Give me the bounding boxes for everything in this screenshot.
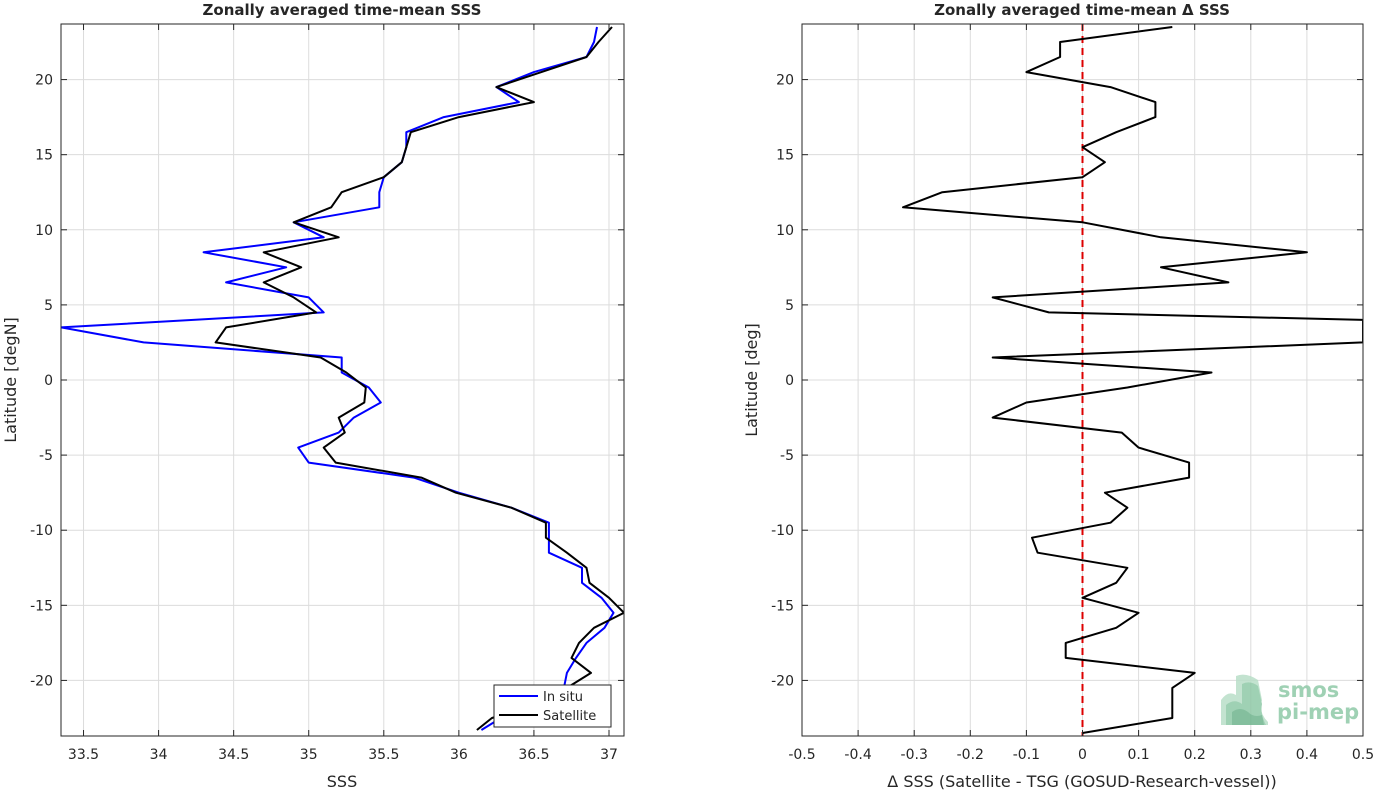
satellite-series-line	[214, 26, 624, 731]
x-tick-label: 0	[1078, 747, 1087, 763]
logo-wave-icon	[1221, 674, 1268, 725]
y-tick-label: -20	[771, 673, 794, 689]
right-ticks: -0.5 -0.4 -0.3 -0.2 -0.1 0 0.1 0.2 0.3 0.4 0.5 -20 -…	[771, 24, 1374, 763]
x-tick-label: 0.3	[1240, 747, 1262, 763]
legend-box	[493, 684, 612, 728]
left-chart-title: Zonally averaged time-mean SSS	[203, 1, 482, 19]
logo-text-smos: smos	[1278, 678, 1339, 702]
left-ticks: 33.5 34 34.5 35 35.5 36 36.5 37 -20 -15 -10 -5 0 5 10 1…	[30, 24, 624, 763]
left-x-axis-label: SSS	[327, 772, 357, 790]
right-x-axis-label: Δ SSS (Satellite - TSG (GOSUD-Research-v…	[887, 772, 1276, 790]
delta-sss-series-line	[902, 26, 1363, 734]
x-tick-label: -0.2	[957, 747, 984, 763]
y-tick-label: -20	[30, 673, 53, 689]
x-tick-label: 0.5	[1352, 747, 1374, 763]
x-tick-label: 34	[150, 747, 168, 763]
logo-text-pimep: pi-mep	[1277, 700, 1359, 724]
right-y-axis-label: Latitude [deg]	[742, 323, 761, 437]
left-grid	[61, 24, 624, 736]
x-tick-label: 35.5	[368, 747, 399, 763]
y-tick-label: 5	[44, 298, 53, 314]
legend: In situ Satellite	[493, 684, 612, 728]
y-tick-label: -10	[771, 523, 794, 539]
y-tick-label: -5	[39, 448, 53, 464]
right-chart: smos pi-mep -0.5 -0.4 -0.3 -0.2 -0.1 0 0.1 0.2 0…	[742, 1, 1374, 790]
x-tick-label: 35	[300, 747, 318, 763]
y-tick-label: -15	[771, 598, 794, 614]
y-tick-label: -15	[30, 598, 53, 614]
legend-label-in-situ: In situ	[543, 690, 583, 705]
y-tick-label: 10	[35, 223, 53, 239]
y-tick-label: 10	[776, 223, 794, 239]
x-tick-label: -0.3	[901, 747, 928, 763]
y-tick-label: -10	[30, 523, 53, 539]
x-tick-label: -0.1	[1013, 747, 1040, 763]
x-tick-label: 0.2	[1184, 747, 1206, 763]
x-tick-label: 37	[600, 747, 618, 763]
y-tick-label: 20	[776, 73, 794, 89]
x-tick-label: 33.5	[68, 747, 99, 763]
y-tick-label: 15	[35, 148, 53, 164]
smos-pimep-logo: smos pi-mep	[1221, 674, 1359, 725]
x-tick-label: 36.5	[518, 747, 549, 763]
x-tick-label: -0.5	[788, 747, 815, 763]
x-tick-label: 36	[450, 747, 468, 763]
legend-label-satellite: Satellite	[543, 709, 596, 724]
y-tick-label: 5	[785, 298, 794, 314]
left-y-axis-label: Latitude [degN]	[1, 317, 20, 443]
y-tick-label: 0	[785, 373, 794, 389]
left-series-group	[61, 26, 624, 731]
x-tick-label: -0.4	[844, 747, 871, 763]
y-tick-label: 0	[44, 373, 53, 389]
left-chart: 33.5 34 34.5 35 35.5 36 36.5 37 -20 -15 -10 -5 0 5 10 1…	[1, 1, 625, 790]
x-tick-label: 0.4	[1296, 747, 1318, 763]
x-tick-label: 34.5	[218, 747, 249, 763]
y-tick-label: 20	[35, 73, 53, 89]
y-tick-label: 15	[776, 148, 794, 164]
right-chart-title: Zonally averaged time-mean Δ SSS	[934, 1, 1230, 19]
y-tick-label: -5	[780, 448, 794, 464]
x-tick-label: 0.1	[1127, 747, 1149, 763]
right-series-group	[902, 26, 1363, 734]
